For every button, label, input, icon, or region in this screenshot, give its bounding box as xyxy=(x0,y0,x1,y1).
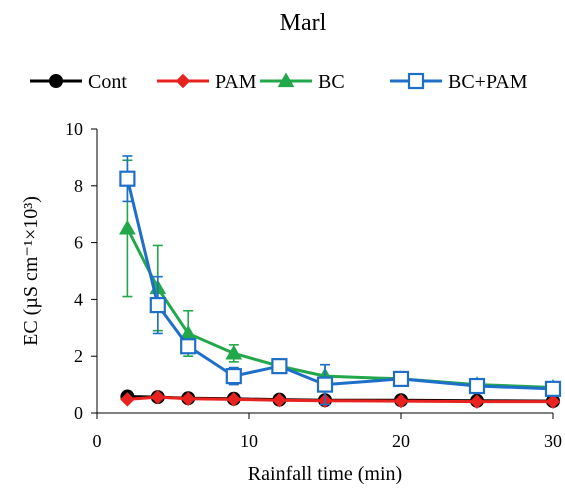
legend-marker xyxy=(407,72,425,90)
axis-ticks: 0 10 20 30 0 2 4 6 8 10 xyxy=(65,119,562,451)
legend-item-bc: BC xyxy=(260,71,345,93)
data-point xyxy=(225,367,242,385)
data-point xyxy=(272,393,287,408)
legend-marker xyxy=(49,74,63,88)
data-point xyxy=(468,377,486,395)
data-point xyxy=(393,393,409,409)
x-tick-label: 0 xyxy=(93,431,102,451)
legend-label: BC xyxy=(318,71,345,93)
y-axis-label: EC (µS cm⁻¹×10³) xyxy=(20,196,42,346)
legend-marker xyxy=(175,73,191,89)
y-tick-label: 0 xyxy=(74,403,83,423)
y-tick-label: 2 xyxy=(74,346,83,366)
x-tick-label: 10 xyxy=(240,431,258,451)
y-tick-label: 6 xyxy=(74,233,83,253)
data-point xyxy=(392,370,410,388)
legend-item-cont: Cont xyxy=(30,71,127,93)
data-point xyxy=(119,170,136,187)
data-point xyxy=(180,391,196,407)
legend: Cont PAM BC BC+PAM xyxy=(30,71,528,93)
legend-item-bc-pam: BC+PAM xyxy=(390,71,528,93)
plot-area: 0 10 20 30 0 2 4 6 8 10 xyxy=(65,119,562,451)
data-point xyxy=(544,380,562,397)
y-tick-label: 4 xyxy=(74,289,83,309)
data-point xyxy=(149,296,166,314)
legend-label: BC+PAM xyxy=(448,71,528,93)
series-line xyxy=(125,178,554,391)
series-layer xyxy=(119,155,562,409)
data-point xyxy=(119,219,136,235)
data-point xyxy=(469,394,485,409)
series-bc-pam xyxy=(119,155,562,406)
legend-label: PAM xyxy=(215,71,257,93)
legend-label: Cont xyxy=(88,71,127,93)
y-tick-label: 10 xyxy=(65,119,83,139)
data-point xyxy=(225,344,243,360)
series-bc xyxy=(119,159,562,394)
series-line xyxy=(126,227,554,389)
chart-title: Marl xyxy=(280,10,327,36)
x-tick-label: 30 xyxy=(544,431,562,451)
data-point xyxy=(226,392,242,407)
data-point xyxy=(120,392,135,407)
data-point xyxy=(180,338,197,355)
data-point xyxy=(316,376,334,393)
legend-marker xyxy=(277,72,295,88)
legend-item-pam: PAM xyxy=(157,71,257,93)
data-point xyxy=(150,389,166,405)
y-tick-label: 8 xyxy=(74,176,83,196)
x-axis-label: Rainfall time (min) xyxy=(248,463,402,485)
data-point xyxy=(545,394,561,409)
x-tick-label: 20 xyxy=(392,431,410,451)
data-point xyxy=(271,358,288,375)
